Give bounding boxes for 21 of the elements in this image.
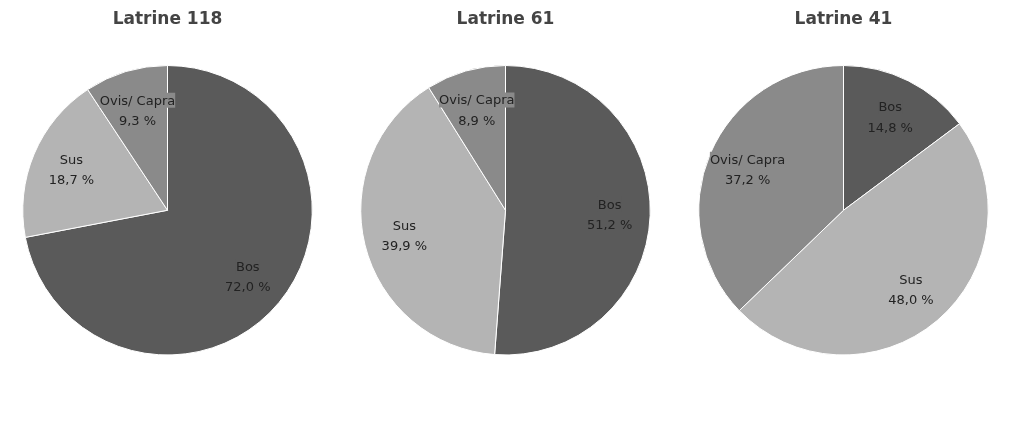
- data-label: 37,2 %: [724, 172, 771, 188]
- chart-title: Latrine 61: [456, 7, 555, 28]
- data-label: 9,3 %: [118, 113, 157, 129]
- data-label: 51,2 %: [586, 216, 633, 232]
- data-label: 48,0 %: [888, 292, 934, 308]
- slice-label: Bos: [878, 99, 903, 115]
- data-label: 72,0 %: [225, 279, 271, 295]
- data-label: 18,7 %: [48, 172, 95, 188]
- data-label: 39,9 %: [381, 237, 428, 253]
- slice-label: Ovis/ Capra: [439, 92, 515, 108]
- slice-label: Bos: [235, 259, 260, 275]
- slice-label: Ovis/ Capra: [709, 151, 786, 167]
- slice-label: Bos: [597, 196, 622, 212]
- slice-label: Ovis/ Capra: [99, 92, 176, 108]
- slice-label: Sus: [59, 152, 84, 168]
- data-label: 14,8 %: [867, 119, 913, 135]
- slice-label: Sus: [392, 217, 417, 233]
- chart-title: Latrine 118: [112, 7, 223, 28]
- chart-title: Latrine 41: [794, 7, 893, 28]
- data-label: 8,9 %: [458, 112, 496, 128]
- slice-label: Sus: [899, 272, 923, 288]
